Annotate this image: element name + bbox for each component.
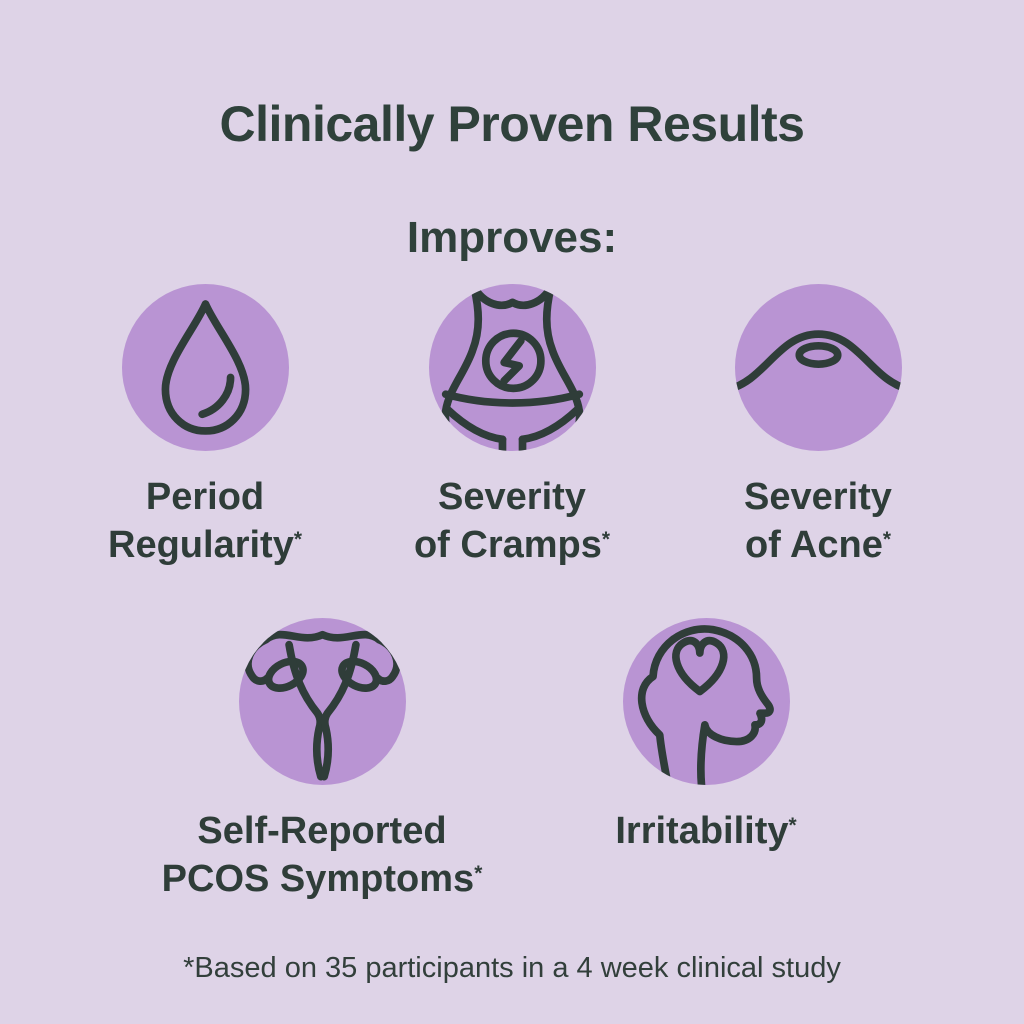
- label-line: Period: [145, 476, 265, 518]
- asterisk: *: [601, 527, 611, 551]
- label-line: PCOS Symptoms: [161, 858, 475, 900]
- water-drop-icon: [121, 284, 289, 451]
- benefit-label: Period Regularity*: [108, 473, 302, 575]
- benefit-period-regularity: Period Regularity*: [45, 284, 365, 575]
- label-line: Regularity: [108, 524, 294, 566]
- label-line: Severity: [744, 476, 892, 518]
- uterus-icon: [238, 618, 406, 785]
- benefit-label: Irritability*: [615, 807, 796, 861]
- page-title: Clinically Proven Results: [219, 96, 805, 152]
- label-line: Self-Reported: [197, 810, 447, 852]
- label-line: of Acne: [744, 524, 883, 566]
- benefit-severity-of-acne: Severity of Acne*: [658, 284, 978, 575]
- benefit-label: Severity of Cramps*: [414, 473, 610, 575]
- head-heart-icon: [622, 618, 790, 785]
- benefit-irritability: Irritability*: [526, 618, 886, 861]
- asterisk: *: [293, 527, 302, 551]
- benefit-label: Severity of Acne*: [744, 473, 892, 575]
- acne-bump-icon: [734, 284, 902, 451]
- benefit-severity-of-cramps: Severity of Cramps*: [352, 284, 672, 575]
- asterisk: *: [788, 813, 797, 837]
- asterisk: *: [882, 527, 892, 551]
- label-line: Irritability: [615, 810, 789, 852]
- page-subtitle: Improves:: [406, 213, 618, 262]
- footnote: *Based on 35 participants in a 4 week cl…: [183, 952, 841, 984]
- benefit-pcos-symptoms: Self-Reported PCOS Symptoms*: [142, 618, 502, 909]
- benefit-label: Self-Reported PCOS Symptoms*: [162, 807, 483, 909]
- label-line: Severity: [438, 476, 586, 518]
- asterisk: *: [474, 861, 483, 885]
- label-line: of Cramps: [413, 524, 602, 566]
- abdominal-cramps-icon: [428, 284, 596, 451]
